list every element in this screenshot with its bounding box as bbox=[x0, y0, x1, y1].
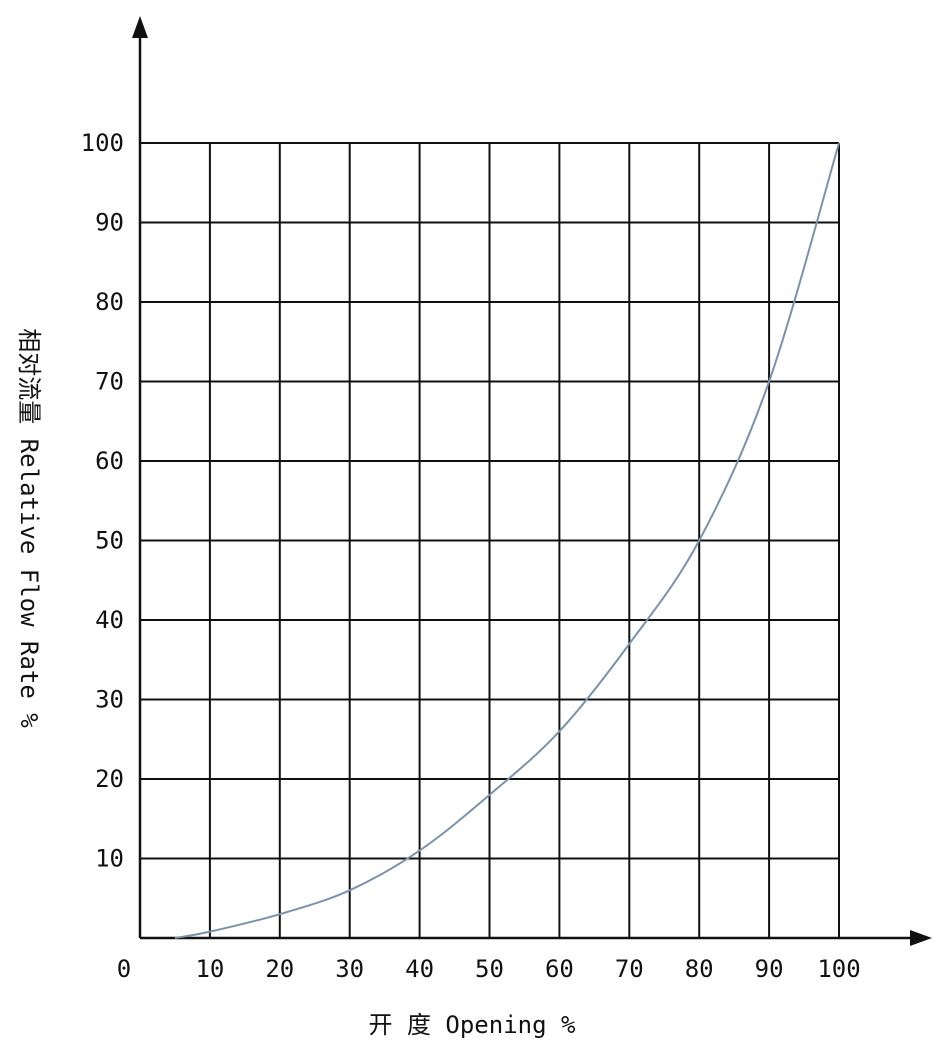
flow-curve bbox=[174, 142, 840, 939]
y-tick-label: 70 bbox=[95, 368, 124, 396]
x-axis-title: 开 度 Opening % bbox=[369, 1011, 576, 1039]
x-tick-label: 90 bbox=[755, 955, 784, 983]
y-tick-label: 80 bbox=[95, 288, 124, 316]
x-tick-label: 50 bbox=[475, 955, 504, 983]
x-tick-label: 80 bbox=[685, 955, 714, 983]
x-tick-label: 10 bbox=[195, 955, 224, 983]
y-tick-label: 30 bbox=[95, 686, 124, 714]
y-axis-title: 相对流量 Relative Flow Rate % bbox=[15, 328, 43, 728]
y-tick-label: 100 bbox=[81, 129, 124, 157]
y-axis-arrow-icon bbox=[132, 16, 148, 38]
y-tick-label: 40 bbox=[95, 606, 124, 634]
y-tick-label: 20 bbox=[95, 765, 124, 793]
series-layer bbox=[174, 142, 840, 939]
x-tick-label: 0 bbox=[117, 955, 131, 983]
x-tick-label: 20 bbox=[265, 955, 294, 983]
x-tick-label: 40 bbox=[405, 955, 434, 983]
y-tick-label: 60 bbox=[95, 447, 124, 475]
x-tick-label: 60 bbox=[545, 955, 574, 983]
y-tick-label: 90 bbox=[95, 209, 124, 237]
x-tick-label: 30 bbox=[335, 955, 364, 983]
x-tick-label: 100 bbox=[817, 955, 860, 983]
x-tick-label: 70 bbox=[615, 955, 644, 983]
axes bbox=[132, 16, 932, 946]
y-tick-label: 10 bbox=[95, 845, 124, 873]
grid bbox=[140, 142, 840, 938]
y-tick-label: 50 bbox=[95, 527, 124, 555]
tick-labels: 0 10 20 30 40 50 60 70 80 90 100 10 20 30 40 50 60 70 80 90… bbox=[81, 129, 861, 983]
x-axis-arrow-icon bbox=[910, 930, 932, 946]
